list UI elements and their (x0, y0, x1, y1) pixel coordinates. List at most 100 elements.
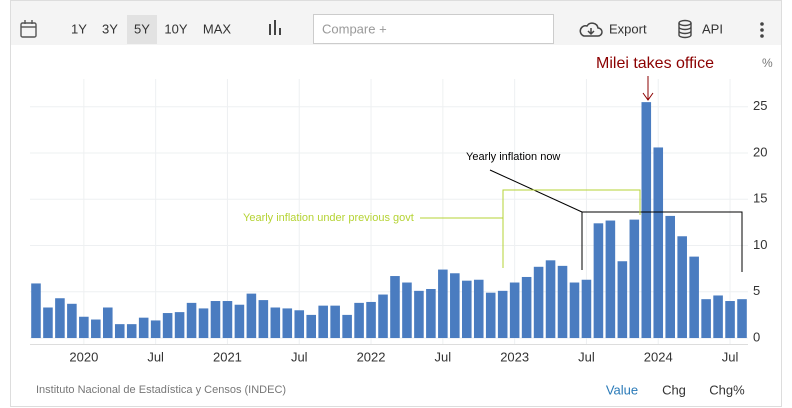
bar (617, 261, 628, 339)
previous-annotation: Yearly inflation under previous govt (243, 212, 414, 224)
bar (210, 301, 221, 339)
bar (521, 276, 532, 339)
bar (450, 273, 460, 339)
menu-icon[interactable] (760, 22, 764, 38)
bar (414, 290, 424, 339)
bar (126, 324, 137, 339)
export-button[interactable]: Export (609, 21, 647, 36)
bar (485, 292, 496, 339)
bar (354, 302, 364, 339)
range-button[interactable]: 10Y (164, 21, 187, 36)
y-tick-label: 25 (753, 98, 767, 113)
bar (31, 283, 41, 339)
unit-label: % (762, 56, 773, 70)
bar (138, 317, 149, 339)
bar (55, 298, 65, 339)
chart-type-icon[interactable] (269, 20, 281, 35)
bar (557, 265, 568, 339)
bar (725, 301, 735, 339)
bar (713, 295, 723, 339)
x-tick-label: Jul (435, 349, 452, 364)
bar (641, 102, 652, 339)
range-button[interactable]: 3Y (102, 21, 118, 36)
bar (593, 223, 604, 339)
x-tick-label: Jul (578, 349, 595, 364)
x-tick-label: 2020 (69, 349, 98, 364)
y-tick-label: 5 (753, 283, 760, 298)
card (10, 0, 782, 407)
bar (234, 304, 245, 339)
range-button[interactable]: MAX (203, 21, 232, 36)
bar (150, 320, 161, 339)
bar (246, 293, 257, 339)
bar (737, 299, 747, 339)
bar (67, 303, 77, 339)
range-button[interactable]: 1Y (71, 21, 87, 36)
now-bracket (489, 169, 743, 272)
calendar-icon[interactable] (20, 20, 37, 38)
mode-button[interactable]: Chg (662, 382, 686, 397)
bar (689, 256, 699, 339)
mode-button[interactable]: Value (606, 382, 638, 397)
bar (318, 305, 328, 339)
bar (366, 301, 376, 339)
event-arrow (642, 76, 654, 101)
x-tick-label: Jul (722, 349, 739, 364)
bar (677, 236, 687, 339)
x-tick-label: 2023 (500, 349, 529, 364)
bar (509, 282, 520, 339)
y-tick-label: 10 (753, 237, 767, 252)
previous-bracket (420, 189, 641, 268)
y-tick-label: 20 (753, 144, 767, 159)
bar (533, 266, 544, 339)
bar (665, 215, 676, 339)
api-button[interactable]: API (702, 21, 723, 36)
x-tick-label: Jul (291, 349, 308, 364)
x-tick-label: 2024 (644, 349, 673, 364)
range-active-bg (127, 15, 157, 44)
bar (473, 279, 484, 339)
bar (79, 316, 89, 339)
range-button[interactable]: 5Y (134, 21, 150, 36)
bar (186, 302, 197, 339)
bar (198, 308, 209, 339)
bar (653, 147, 664, 339)
bar (605, 220, 616, 339)
bar (342, 314, 352, 339)
bar (545, 260, 556, 339)
bar (102, 307, 113, 339)
bar (438, 269, 448, 339)
bar (461, 280, 472, 339)
bar (222, 301, 233, 339)
y-tick-label: 0 (753, 329, 760, 344)
bar (581, 279, 592, 339)
bar (497, 290, 508, 339)
plot-area: 0 5 10 15 20 25 2020 Jul 2021 Jul 2022 Jul 2023 Jul 20… (30, 79, 767, 364)
bar (330, 305, 340, 339)
x-tick-label: 2021 (213, 349, 242, 364)
bar (294, 310, 305, 339)
bar (378, 294, 388, 339)
bar (701, 299, 711, 339)
api-icon[interactable] (678, 19, 692, 39)
x-tick-label: 2022 (357, 349, 386, 364)
export-icon[interactable] (579, 22, 603, 37)
bar (270, 307, 281, 339)
bar (569, 282, 580, 339)
bar (174, 312, 185, 339)
source: Instituto Nacional de Estadística y Cens… (36, 384, 286, 396)
mode-button[interactable]: Chg% (709, 382, 745, 397)
bar (91, 319, 101, 339)
event-annotation: Milei takes office (596, 55, 714, 72)
bar (114, 324, 125, 339)
bar (306, 314, 317, 339)
compare-placeholder: Compare + (322, 21, 387, 36)
now-annotation: Yearly inflation now (466, 151, 560, 163)
bar (629, 219, 640, 339)
bar (402, 282, 412, 339)
compare-input[interactable] (313, 14, 554, 44)
bar (282, 308, 293, 339)
bar (426, 288, 436, 339)
bar (390, 276, 400, 339)
